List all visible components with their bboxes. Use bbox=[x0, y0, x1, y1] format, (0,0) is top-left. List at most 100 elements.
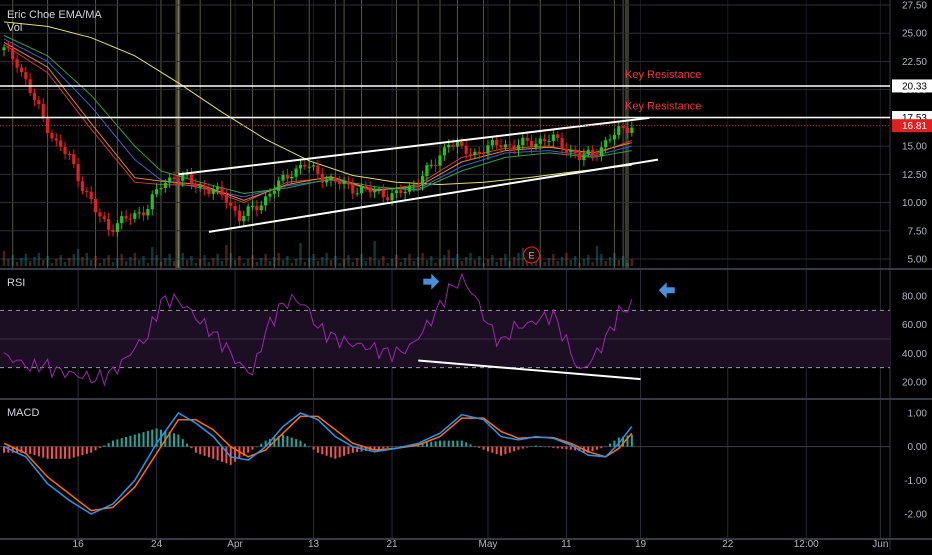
candle-body bbox=[307, 166, 311, 168]
candle-body bbox=[285, 174, 289, 179]
volume-bar bbox=[591, 262, 594, 266]
macd-histogram-bar bbox=[391, 446, 394, 448]
volume-bar bbox=[199, 259, 202, 266]
macd-histogram-bar bbox=[81, 446, 84, 456]
macd-histogram-bar bbox=[556, 446, 559, 449]
volume-bar bbox=[560, 257, 564, 266]
macd-histogram-bar bbox=[268, 439, 271, 447]
volume-bar bbox=[11, 255, 14, 266]
volume-bar bbox=[486, 259, 490, 266]
macd-histogram-bar bbox=[138, 433, 141, 447]
volume-bar bbox=[63, 262, 67, 266]
candle-body bbox=[364, 186, 368, 188]
candle-body bbox=[612, 134, 616, 140]
macd-histogram-bar bbox=[460, 440, 463, 447]
candle-body bbox=[115, 223, 119, 232]
volume-bar bbox=[608, 257, 612, 266]
candle-body bbox=[625, 128, 630, 134]
volume-bar bbox=[225, 245, 228, 266]
volume-bar bbox=[107, 255, 110, 266]
ma-line bbox=[3, 21, 632, 186]
candle-body bbox=[211, 189, 215, 194]
macd-histogram-bar bbox=[425, 442, 428, 447]
candle-body bbox=[342, 180, 346, 185]
volume-bar bbox=[220, 261, 224, 266]
volume-bar bbox=[382, 256, 385, 266]
macd-histogram-bar bbox=[94, 446, 97, 451]
macd-histogram-bar bbox=[221, 446, 223, 462]
candle-body bbox=[368, 187, 372, 193]
volume-bar bbox=[425, 260, 429, 266]
candle-body bbox=[595, 155, 599, 157]
volume-bar bbox=[478, 256, 481, 266]
candle-body bbox=[107, 219, 111, 230]
volume-bar bbox=[595, 246, 599, 266]
volume-bar bbox=[212, 258, 215, 266]
rsi-axis-tick: 60.00 bbox=[902, 320, 927, 331]
macd-histogram-bar bbox=[151, 429, 154, 447]
macd-histogram-bar bbox=[377, 446, 380, 450]
time-axis-tick: 11 bbox=[561, 539, 572, 550]
volume-bar bbox=[451, 258, 455, 266]
volume-bar bbox=[517, 253, 520, 266]
macd-histogram-bar bbox=[491, 446, 494, 453]
price-axis-tick: 15.00 bbox=[902, 142, 927, 153]
candle-body bbox=[547, 140, 551, 142]
candle-body bbox=[216, 186, 220, 190]
macd-histogram-bar bbox=[356, 446, 359, 453]
candle-body bbox=[386, 197, 390, 201]
macd-histogram-bar bbox=[242, 446, 245, 456]
volume-bar bbox=[129, 257, 132, 266]
time-axis-tick: 24 bbox=[151, 539, 163, 550]
candle-body bbox=[407, 185, 412, 192]
candle-body bbox=[503, 144, 507, 148]
rsi-line bbox=[3, 272, 633, 387]
volume-bar bbox=[233, 260, 237, 266]
macd-axis-tick: 0.00 bbox=[908, 442, 928, 453]
volume-bar bbox=[59, 255, 62, 266]
macd-histogram-bar bbox=[290, 437, 293, 447]
candle-body bbox=[529, 140, 534, 148]
macd-histogram-bar bbox=[98, 446, 101, 448]
price-axis-tick: 7.50 bbox=[908, 226, 928, 237]
volume-bar bbox=[168, 254, 171, 266]
volume-bar bbox=[7, 259, 10, 266]
volume-bar bbox=[155, 255, 158, 266]
macd-histogram-bar bbox=[42, 446, 45, 458]
candle-body bbox=[468, 153, 473, 155]
candle-body bbox=[438, 155, 442, 166]
macd-histogram-bar bbox=[255, 446, 258, 448]
volume-bar bbox=[412, 261, 416, 266]
time-axis-tick: 16 bbox=[73, 539, 85, 550]
volume-bar bbox=[617, 260, 620, 266]
volume-bar bbox=[294, 259, 298, 266]
volume-bar bbox=[377, 260, 381, 266]
candle-body bbox=[473, 151, 477, 155]
volume-bar bbox=[277, 253, 280, 266]
macd-histogram-bar bbox=[112, 440, 114, 447]
candle-body bbox=[19, 67, 24, 73]
candle-body bbox=[67, 153, 71, 155]
macd-histogram-bar bbox=[539, 446, 542, 447]
price-axis-tick: 12.50 bbox=[902, 170, 927, 181]
macd-histogram-bar bbox=[486, 446, 489, 452]
volume-bar bbox=[604, 261, 607, 266]
candle-body bbox=[298, 164, 303, 169]
volume-bar bbox=[464, 257, 468, 266]
volume-bar bbox=[94, 256, 97, 266]
candle-body bbox=[290, 176, 294, 179]
candle-body bbox=[255, 206, 259, 211]
candle-body bbox=[346, 180, 351, 185]
macd-histogram-bar bbox=[434, 441, 437, 447]
volume-bar bbox=[499, 258, 503, 266]
volume-bar bbox=[207, 262, 211, 266]
macd-histogram-bar bbox=[120, 438, 123, 447]
macd-histogram-bar bbox=[526, 446, 529, 448]
candle-body bbox=[63, 146, 67, 154]
time-axis-tick: 22 bbox=[722, 539, 734, 550]
rsi-divergence-line bbox=[418, 359, 641, 381]
macd-histogram-bar bbox=[347, 446, 350, 455]
macd-histogram-bar bbox=[277, 436, 280, 447]
macd-histogram-bar bbox=[133, 434, 136, 447]
